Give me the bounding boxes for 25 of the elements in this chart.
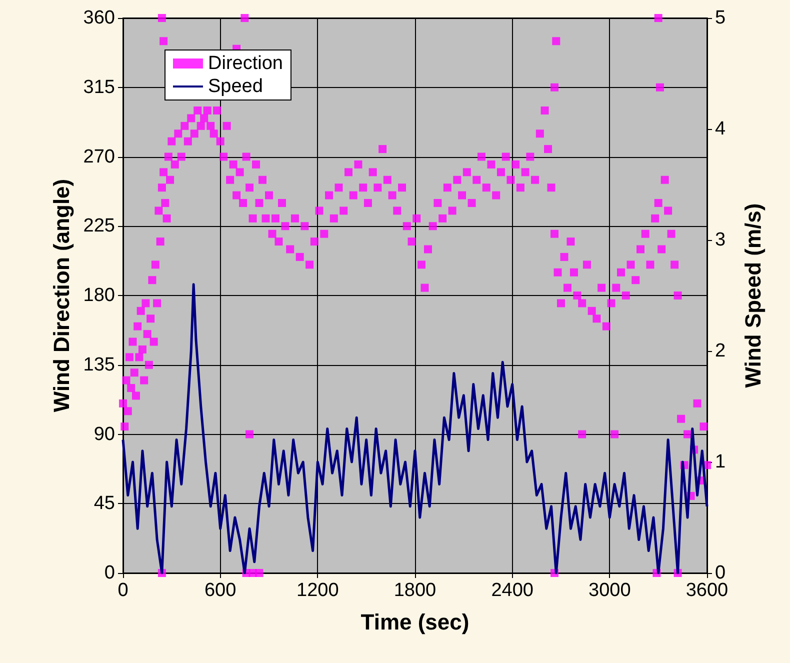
y-tick-label: 0	[104, 562, 115, 584]
y-tick-label: 315	[83, 76, 115, 98]
y-tick-label: 45	[94, 493, 115, 514]
x-tick-label: 2400	[491, 580, 534, 601]
x-tick-label: 1200	[296, 580, 339, 601]
x-tick-label: 1800	[394, 580, 436, 601]
y-tick-label: 180	[83, 285, 115, 306]
legend-label: Speed	[208, 76, 263, 97]
y-tick-label: 135	[83, 354, 115, 376]
x-tick-label: 3000	[588, 580, 631, 601]
y2-tick-label: 4	[715, 118, 726, 140]
legend-label: Direction	[208, 53, 283, 74]
y2-tick-label: 2	[715, 340, 726, 362]
x-tick-label: 600	[204, 580, 236, 601]
y-tick-label: 225	[83, 216, 115, 237]
y-tick-label: 360	[83, 8, 115, 28]
y2-tick-label: 5	[715, 8, 726, 28]
y-axis-title: Wind Direction (angle)	[48, 178, 74, 412]
x-axis-title: Time (sec)	[360, 610, 470, 634]
y2-tick-label: 1	[715, 452, 726, 472]
y2-axis-title: Wind Speed (m/s)	[740, 203, 766, 388]
x-tick-label: 0	[118, 580, 128, 601]
y2-tick-label: 3	[715, 230, 726, 250]
y-tick-label: 90	[94, 424, 115, 445]
y-tick-label: 270	[83, 146, 115, 168]
